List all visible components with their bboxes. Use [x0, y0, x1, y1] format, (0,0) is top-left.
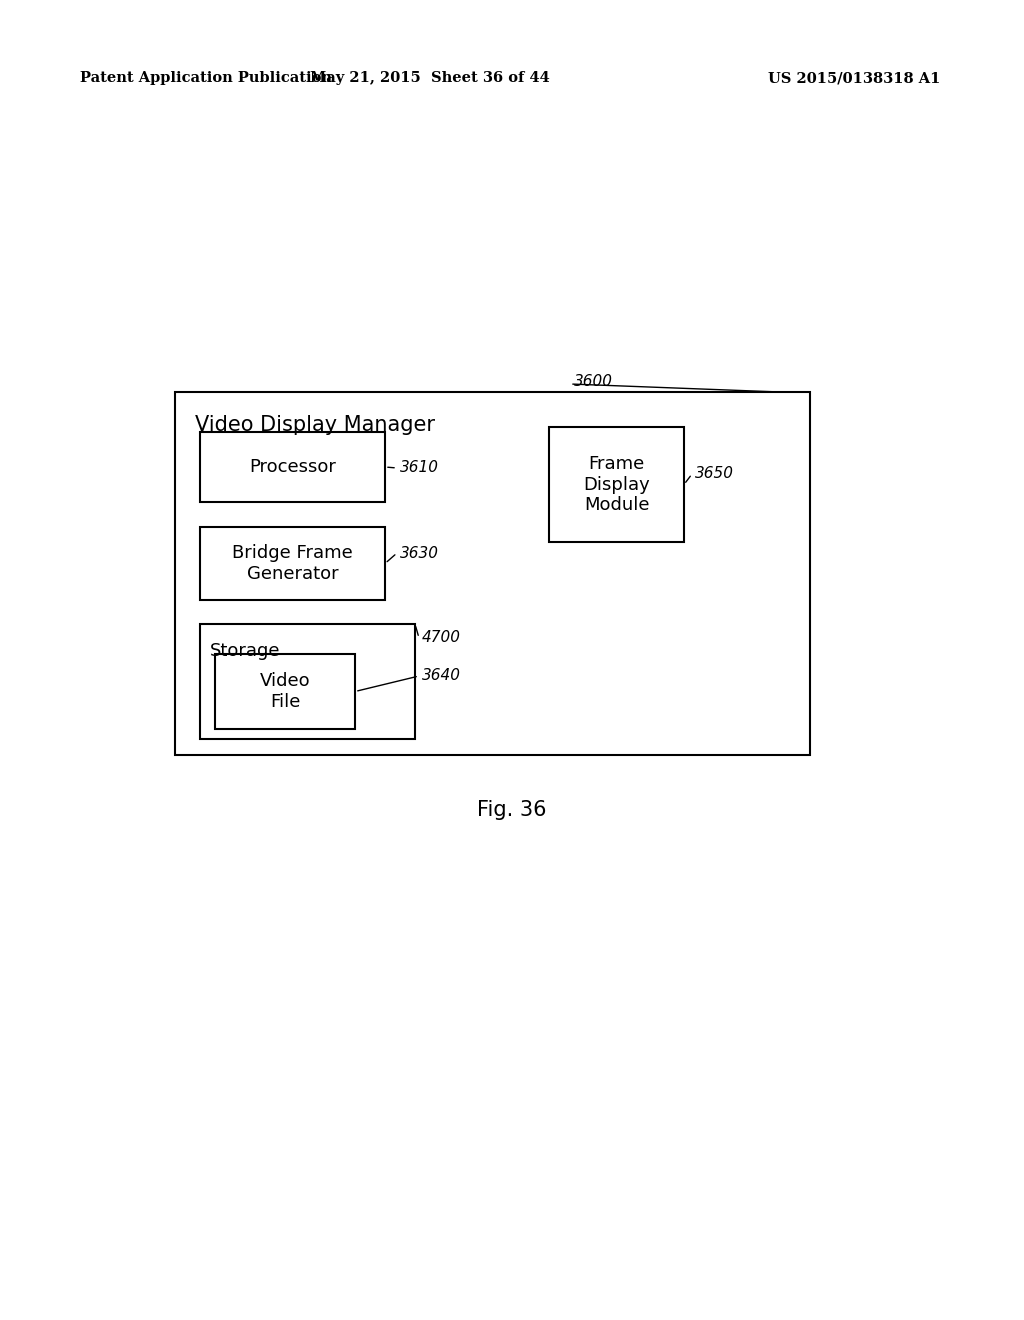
- Bar: [215, 653, 355, 729]
- Text: 3600: 3600: [574, 375, 613, 389]
- Text: 4700: 4700: [422, 631, 461, 645]
- Text: Video Display Manager: Video Display Manager: [195, 414, 435, 436]
- Text: 3610: 3610: [400, 461, 439, 475]
- Text: Fig. 36: Fig. 36: [477, 800, 547, 820]
- Bar: [200, 624, 415, 739]
- Text: Bridge Frame
Generator: Bridge Frame Generator: [232, 544, 353, 583]
- Text: Patent Application Publication: Patent Application Publication: [80, 71, 332, 84]
- Text: US 2015/0138318 A1: US 2015/0138318 A1: [768, 71, 940, 84]
- Text: 3640: 3640: [422, 668, 461, 684]
- Text: 3630: 3630: [400, 545, 439, 561]
- Text: Processor: Processor: [249, 458, 336, 477]
- Bar: [175, 392, 810, 755]
- Bar: [200, 527, 385, 601]
- Text: Storage: Storage: [210, 642, 281, 660]
- Bar: [549, 426, 684, 543]
- Text: May 21, 2015  Sheet 36 of 44: May 21, 2015 Sheet 36 of 44: [310, 71, 550, 84]
- Text: Frame
Display
Module: Frame Display Module: [583, 454, 650, 515]
- Text: 3650: 3650: [695, 466, 734, 482]
- Bar: [200, 432, 385, 502]
- Text: Video
File: Video File: [260, 672, 310, 711]
